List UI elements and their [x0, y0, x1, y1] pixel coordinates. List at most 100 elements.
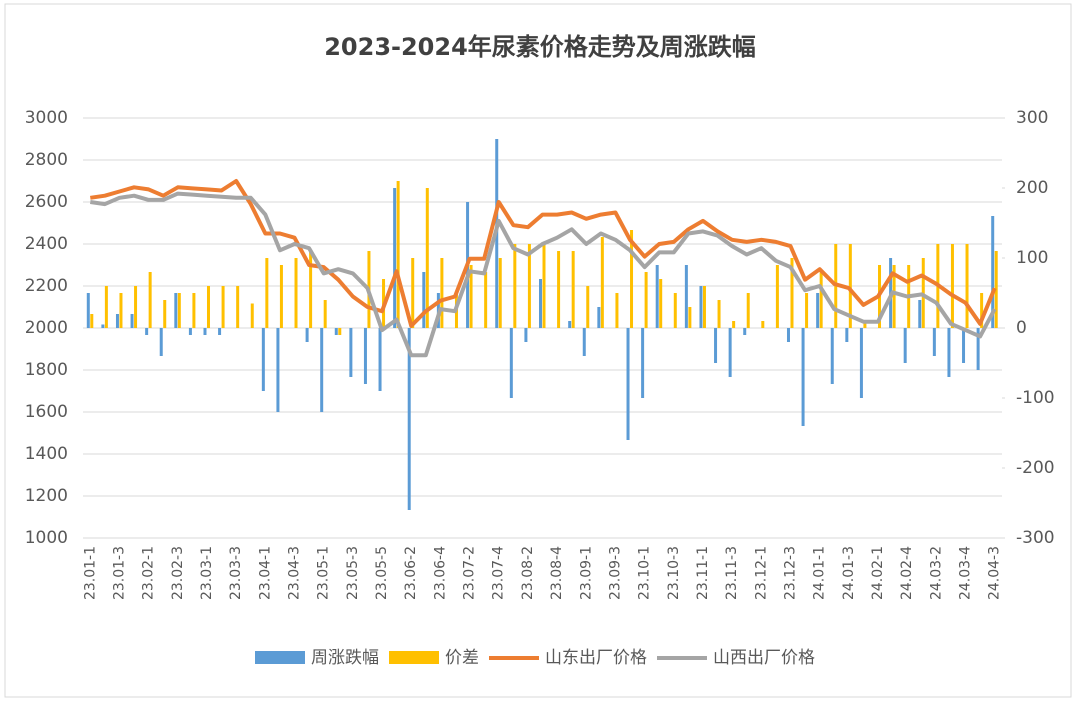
bar	[206, 286, 210, 328]
bar	[746, 293, 750, 328]
y2-tick-label: -100	[1016, 388, 1055, 408]
bar	[363, 328, 367, 384]
y-tick-label: 2400	[25, 234, 68, 254]
legend-label: 山东出厂价格	[545, 648, 647, 668]
x-tick-label: 24.02-1	[870, 546, 886, 600]
bar	[819, 272, 823, 328]
x-tick-label: 23.08-4	[549, 546, 565, 600]
x-tick-label: 23.05-3	[345, 546, 361, 600]
bar	[950, 244, 954, 328]
legend-label: 山西出厂价格	[713, 648, 815, 668]
bar	[615, 293, 619, 328]
x-tick-label: 23.10-3	[666, 546, 682, 600]
x-tick-label: 24.04-3	[987, 546, 1003, 600]
bar	[338, 328, 342, 335]
x-tick-label: 23.03-1	[199, 546, 215, 600]
bar	[396, 181, 400, 328]
bar	[148, 272, 152, 328]
legend-swatch	[389, 651, 439, 664]
x-tick-label: 23.01-1	[82, 546, 98, 600]
bar	[323, 300, 327, 328]
bar	[539, 279, 542, 328]
bar	[732, 321, 736, 328]
y2-tick-label: 0	[1016, 318, 1027, 338]
bar	[440, 258, 444, 328]
bar	[655, 265, 659, 328]
bar	[743, 328, 747, 335]
bar	[892, 265, 896, 328]
x-tick-label: 23.06-4	[432, 546, 448, 600]
x-tick-label: 23.05-5	[374, 546, 390, 600]
bar	[903, 328, 907, 363]
bar	[134, 286, 138, 328]
x-tick-label: 24.01-1	[812, 546, 828, 600]
bar	[801, 328, 805, 426]
x-tick-label: 23.09-1	[578, 546, 594, 600]
bar	[265, 258, 269, 328]
legend: 周涨跌幅 价差 山东出厂价格 山西出厂价格	[255, 648, 815, 668]
x-tick-label: 23.10-1	[637, 546, 653, 600]
x-tick-label: 23.03-3	[228, 546, 244, 600]
bar	[407, 328, 411, 510]
bar	[276, 328, 280, 412]
bar	[659, 279, 663, 328]
bar	[568, 321, 572, 328]
bar	[309, 251, 313, 328]
y2-tick-label: 200	[1016, 178, 1048, 198]
bar	[775, 265, 779, 328]
bar	[918, 300, 922, 328]
bar	[542, 244, 546, 328]
y-tick-label: 1400	[25, 444, 68, 464]
x-tick-label: 23.11-1	[695, 546, 711, 600]
bar	[145, 328, 149, 335]
bar	[702, 286, 706, 328]
bar	[965, 244, 969, 328]
bar	[684, 265, 688, 328]
bar	[641, 328, 645, 398]
x-tick-label: 23.02-3	[170, 546, 186, 600]
y-tick-label: 2800	[25, 150, 68, 170]
bar	[714, 328, 718, 363]
bar	[626, 328, 630, 440]
line	[90, 179, 997, 328]
bar	[513, 244, 517, 328]
bar	[334, 328, 338, 335]
y-tick-label: 2200	[25, 276, 68, 296]
bar	[761, 321, 765, 328]
x-tick-label: 23.05-1	[316, 546, 332, 600]
bar	[192, 293, 196, 328]
x-tick-label: 24.01-3	[841, 546, 857, 600]
bar	[557, 251, 561, 328]
bar	[349, 328, 353, 377]
x-tick-label: 24.02-4	[899, 546, 915, 600]
bar	[203, 328, 207, 335]
bar	[104, 286, 108, 328]
y-tick-label: 1000	[25, 528, 68, 548]
bar	[250, 303, 254, 328]
bar	[980, 293, 984, 328]
bar	[425, 188, 429, 328]
bar	[597, 307, 601, 328]
bar	[863, 321, 867, 328]
bar	[845, 328, 849, 342]
y2-tick-label: -200	[1016, 458, 1055, 478]
bar	[524, 328, 528, 342]
x-tick-label: 23.04-1	[257, 546, 273, 600]
bar	[393, 188, 397, 328]
x-tick-label: 23.02-1	[141, 546, 157, 600]
bar	[294, 258, 298, 328]
bar	[717, 300, 721, 328]
bar	[305, 328, 309, 342]
bar	[188, 328, 192, 335]
bar	[498, 258, 502, 328]
legend-swatch	[255, 651, 305, 664]
x-tick-label: 23.04-3	[287, 546, 303, 600]
bar	[859, 328, 863, 398]
bar	[90, 314, 94, 328]
bar	[673, 293, 677, 328]
x-tick-label: 23.09-3	[607, 546, 623, 600]
bar	[571, 251, 575, 328]
bar	[947, 328, 951, 377]
x-tick-label: 23.07-2	[462, 546, 478, 600]
